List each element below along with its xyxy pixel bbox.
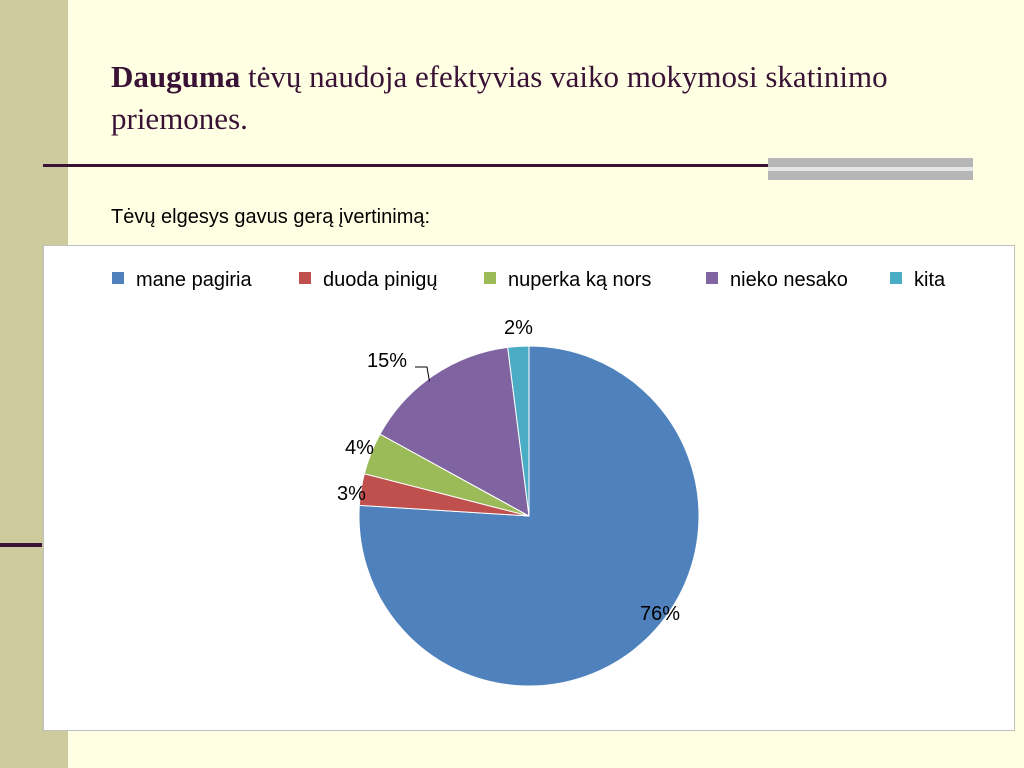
legend-item-kita: kita [890, 269, 946, 291]
leader-line [415, 366, 430, 382]
data-label-mane-pagiria: 76% [640, 603, 680, 625]
chart-area: mane pagiria duoda pinigų nuperka ką nors n… [43, 245, 1015, 731]
pie-slice-kita [507, 345, 530, 517]
pie-slice-nieko-nesako [379, 346, 530, 517]
legend-item-mane-pagiria: mane pagiria [112, 269, 253, 291]
legend-item-nuperka-ka-nors: nuperka ką nors [484, 269, 651, 291]
data-label-kita: 2% [504, 317, 533, 339]
title-divider-accent-line [768, 167, 973, 171]
legend-label: kita [914, 269, 946, 291]
slide-title-rest: tėvų naudoja efektyvias vaiko mokymosi s… [111, 59, 888, 136]
title-divider [43, 164, 768, 167]
legend-swatch [890, 272, 902, 284]
pie-slice-mane-pagiria [358, 345, 700, 687]
legend-label: nuperka ką nors [508, 269, 651, 291]
legend-swatch [706, 272, 718, 284]
legend-label: duoda pinigų [323, 269, 438, 291]
legend-item-duoda-pinigu: duoda pinigų [299, 269, 438, 291]
legend-swatch [299, 272, 311, 284]
chart-subtitle: Tėvų elgesys gavus gerą įvertinimą: [111, 206, 431, 228]
data-label-duoda-pinigu: 3% [337, 483, 366, 505]
slide-title: Dauguma tėvų naudoja efektyvias vaiko mo… [111, 56, 991, 140]
data-label-nuperka-ka-nors: 4% [345, 437, 374, 459]
legend-label: nieko nesako [730, 269, 848, 291]
left-accent-line [0, 543, 42, 547]
legend-label: mane pagiria [136, 269, 253, 291]
legend-swatch [112, 272, 124, 284]
legend-item-nieko-nesako: nieko nesako [706, 269, 848, 291]
pie-chart: mane pagiria duoda pinigų nuperka ką nors n… [112, 269, 946, 687]
slide-title-bold: Dauguma [111, 59, 241, 94]
legend-swatch [484, 272, 496, 284]
data-label-nieko-nesako: 15% [367, 350, 407, 372]
